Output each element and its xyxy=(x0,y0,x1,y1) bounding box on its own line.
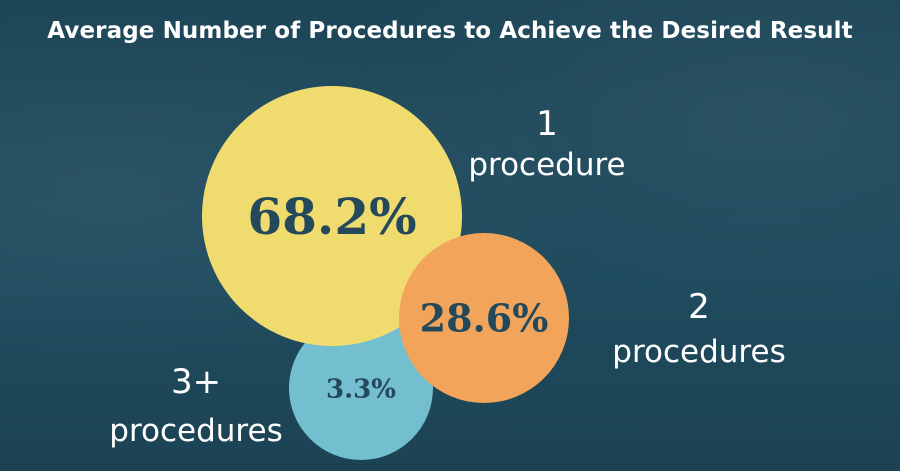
chart-title: Average Number of Procedures to Achieve … xyxy=(47,18,853,44)
bubble-value-label-3: 3.3% xyxy=(326,374,396,404)
bubble-value-label-1: 68.2% xyxy=(247,187,416,246)
category-unit-label-1: procedure xyxy=(468,147,625,183)
bubble-3 xyxy=(289,316,433,460)
category-number-label-2: 2 xyxy=(688,287,710,327)
category-number-label-3: 3+ xyxy=(171,362,221,402)
bubble-value-label-2: 28.6% xyxy=(420,296,549,341)
bubble-1 xyxy=(202,86,462,346)
category-number-label-1: 1 xyxy=(536,104,558,144)
category-unit-label-2: procedures xyxy=(612,334,785,370)
bubble-2 xyxy=(399,233,569,403)
category-unit-label-3: procedures xyxy=(109,413,282,449)
